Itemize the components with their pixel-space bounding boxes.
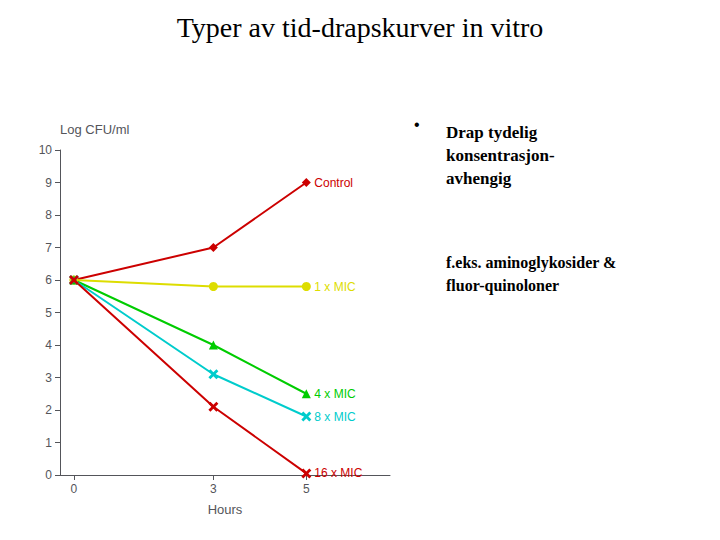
svg-text:6: 6	[45, 273, 52, 287]
svg-text:10: 10	[39, 143, 53, 157]
svg-text:5: 5	[303, 482, 310, 496]
svg-text:fluor-quinoloner: fluor-quinoloner	[446, 277, 559, 295]
svg-text:avhengig: avhengig	[446, 169, 512, 188]
svg-text:2: 2	[45, 403, 52, 417]
svg-text:f.eks. aminoglykosider &: f.eks. aminoglykosider &	[446, 254, 616, 272]
svg-text:1: 1	[45, 436, 52, 450]
svg-text:Control: Control	[314, 176, 353, 190]
svg-text:Typer av tid-drapskurver in vi: Typer av tid-drapskurver in vitro	[177, 12, 544, 43]
svg-text:4: 4	[45, 338, 52, 352]
svg-text:1 x MIC: 1 x MIC	[314, 280, 356, 294]
svg-text:9: 9	[45, 176, 52, 190]
svg-text:•: •	[414, 116, 420, 133]
svg-text:0: 0	[45, 468, 52, 482]
svg-text:Hours: Hours	[208, 502, 243, 517]
svg-text:16 x MIC: 16 x MIC	[314, 466, 362, 480]
svg-text:Log CFU/ml: Log CFU/ml	[60, 122, 129, 137]
svg-text:3: 3	[45, 371, 52, 385]
svg-text:8 x MIC: 8 x MIC	[314, 410, 356, 424]
svg-text:7: 7	[45, 241, 52, 255]
svg-text:konsentrasjon-: konsentrasjon-	[446, 146, 555, 165]
svg-text:8: 8	[45, 208, 52, 222]
svg-text:4 x MIC: 4 x MIC	[314, 387, 356, 401]
svg-text:3: 3	[210, 482, 217, 496]
svg-text:5: 5	[45, 306, 52, 320]
svg-text:Drap tydelig: Drap tydelig	[446, 123, 538, 142]
svg-text:0: 0	[71, 482, 78, 496]
